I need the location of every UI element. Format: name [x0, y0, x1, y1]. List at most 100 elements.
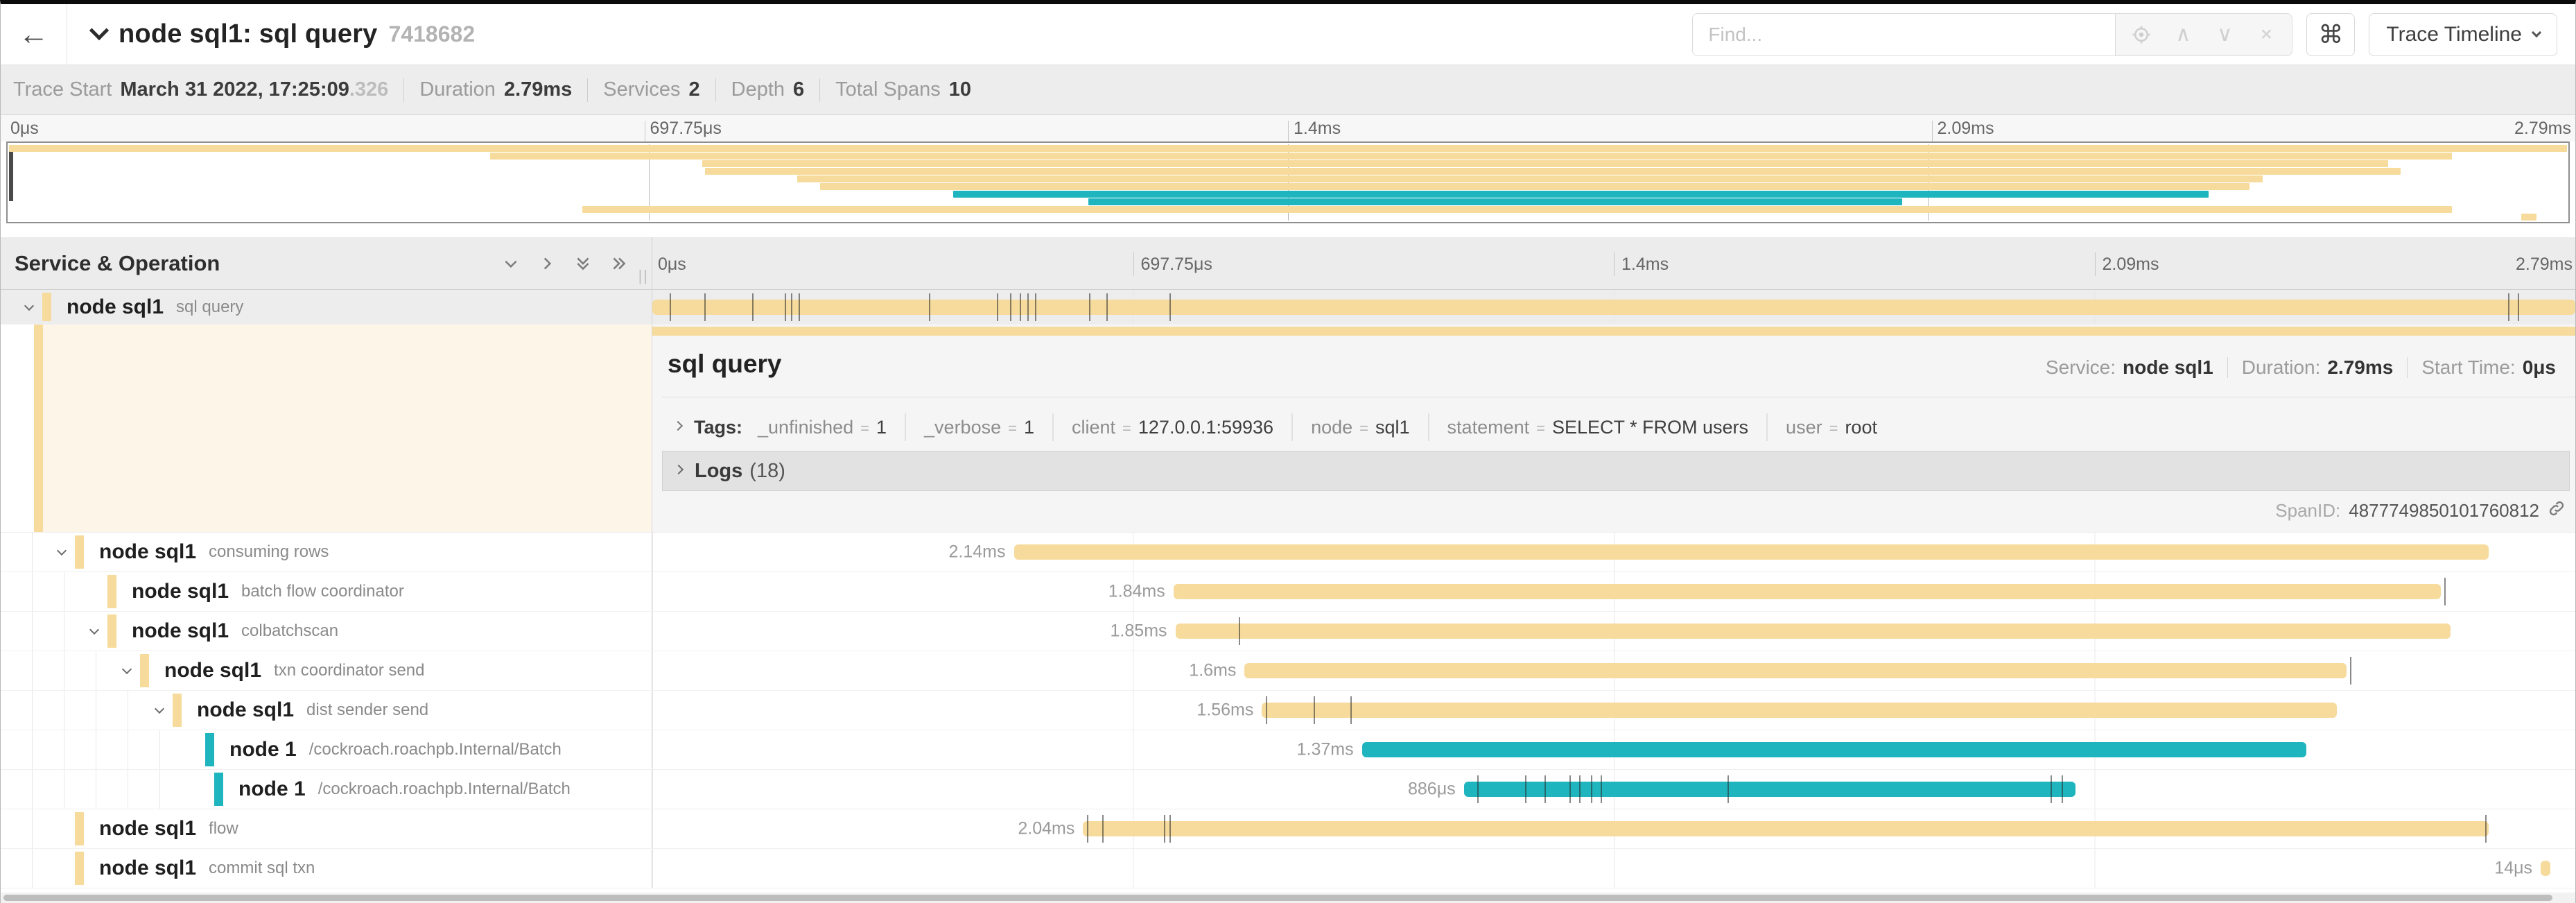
span-bar[interactable] — [1361, 742, 2306, 757]
span-name-cell[interactable]: node sql1 dist sender send — [1, 691, 652, 730]
back-button[interactable]: ← — [1, 4, 67, 64]
span-row-internal-batch-1[interactable]: node 1 /cockroach.roachpb.Internal/Batch… — [1, 730, 2575, 770]
minimap-span-bar — [489, 153, 2452, 160]
span-name-cell[interactable]: node 1 /cockroach.roachpb.Internal/Batch — [1, 730, 652, 769]
collapse-one-icon[interactable] — [502, 255, 520, 273]
minimap-span-bar — [702, 160, 2388, 167]
span-bar-cell[interactable]: 2.14ms — [652, 533, 2575, 571]
log-tick — [1727, 775, 1729, 803]
ruler-tick-label: 1.4ms — [1614, 252, 1669, 276]
log-tick — [752, 293, 754, 321]
span-name-cell[interactable]: node sql1 flow — [1, 809, 652, 848]
chevron-down-icon[interactable] — [16, 300, 42, 311]
service-color-accent — [75, 852, 84, 885]
span-name-cell[interactable]: node sql1 sql query — [1, 290, 652, 324]
operation-name: dist sender send — [306, 700, 429, 719]
minimap-drag-handle[interactable] — [9, 147, 13, 201]
span-bar-cell[interactable]: 2.04ms — [652, 809, 2575, 848]
chevron-down-icon[interactable] — [49, 545, 75, 556]
ruler-tick-label: 697.75μs — [1133, 252, 1212, 276]
locate-icon[interactable] — [2123, 19, 2160, 51]
log-tick — [1590, 775, 1592, 803]
span-bar[interactable] — [1013, 544, 2489, 560]
span-row-sql-query[interactable]: node sql1 sql query — [1, 290, 2575, 325]
logs-accordion[interactable]: Logs (18) — [662, 451, 2570, 491]
span-bar-cell[interactable]: 14μs — [652, 849, 2575, 888]
span-bar[interactable] — [1262, 703, 2337, 718]
collapse-trace-chevron-icon[interactable] — [89, 20, 110, 41]
span-bar[interactable] — [652, 299, 2575, 315]
span-row-commit-sql-txn[interactable]: node sql1 commit sql txn 14μs — [1, 849, 2575, 888]
minimap-canvas[interactable] — [9, 144, 2567, 221]
span-bar[interactable] — [1463, 782, 2075, 797]
chevron-down-icon[interactable] — [81, 624, 107, 635]
collapse-all-icon[interactable] — [574, 255, 592, 273]
ruler-tick-label: 1.4ms — [1294, 119, 1341, 138]
horizontal-scrollbar[interactable] — [1, 893, 2575, 903]
scrollbar-thumb[interactable] — [3, 895, 2552, 901]
span-row-txn-coordinator-send[interactable]: node sql1 txn coordinator send 1.6ms — [1, 651, 2575, 691]
find-input[interactable] — [1692, 12, 2116, 56]
span-row-flow[interactable]: node sql1 flow 2.04ms — [1, 809, 2575, 849]
timeline-minimap[interactable] — [6, 141, 2570, 223]
span-duration-label: 1.6ms — [1189, 660, 1237, 680]
expand-all-icon[interactable] — [610, 255, 628, 273]
span-bar-cell[interactable]: 1.37ms — [652, 730, 2575, 769]
find-prev-icon[interactable]: ∧ — [2175, 23, 2191, 46]
span-bar[interactable] — [1083, 821, 2489, 836]
detail-span-bar[interactable] — [652, 327, 2575, 336]
span-name-cell[interactable]: node 1 /cockroach.roachpb.Internal/Batch — [1, 770, 652, 809]
expand-one-icon[interactable] — [538, 255, 556, 273]
span-name-cell[interactable]: node sql1 batch flow coordinator — [1, 572, 652, 611]
operation-name: batch flow coordinator — [241, 582, 404, 601]
chevron-down-icon[interactable] — [146, 703, 173, 714]
span-rows: node sql1 sql query sql query Service: n… — [1, 290, 2575, 888]
operation-name: sql query — [176, 297, 244, 316]
ruler-tick-label: 2.09ms — [1937, 119, 1994, 138]
span-bar[interactable] — [2541, 861, 2550, 876]
span-row-batch-flow-coordinator[interactable]: node sql1 batch flow coordinator 1.84ms — [1, 572, 2575, 612]
span-row-colbatchscan[interactable]: node sql1 colbatchscan 1.85ms — [1, 612, 2575, 651]
trace-total-spans: Total Spans 10 — [835, 78, 971, 101]
span-row-dist-sender-send[interactable]: node sql1 dist sender send 1.56ms — [1, 691, 2575, 730]
keyboard-shortcuts-button[interactable]: ⌘ — [2306, 12, 2356, 56]
service-color-accent — [107, 575, 116, 608]
service-color-accent — [34, 325, 43, 532]
span-row-internal-batch-2[interactable]: node 1 /cockroach.roachpb.Internal/Batch… — [1, 770, 2575, 809]
find-clear-icon[interactable]: × — [2260, 22, 2273, 46]
span-duration-label: 1.37ms — [1296, 739, 1354, 759]
span-bar-cell[interactable]: 1.85ms — [652, 612, 2575, 651]
span-bar[interactable] — [1173, 584, 2441, 599]
tags-accordion[interactable]: Tags: _unfinished1 _verbose1 client127.0… — [662, 409, 2570, 445]
span-name-cell[interactable]: node sql1 commit sql txn — [1, 849, 652, 888]
log-tick — [1035, 293, 1037, 321]
find-tools: ∧ ∨ × — [2115, 12, 2293, 56]
span-bar[interactable] — [1175, 624, 2451, 639]
span-bar-cell[interactable]: 1.84ms — [652, 572, 2575, 611]
span-name-cell[interactable]: node sql1 consuming rows — [1, 533, 652, 571]
service-name: node sql1 — [99, 817, 197, 840]
span-bar[interactable] — [1244, 663, 2347, 678]
span-row-consuming-rows[interactable]: node sql1 consuming rows 2.14ms — [1, 533, 2575, 572]
span-bar-cell[interactable]: 1.6ms — [652, 651, 2575, 690]
span-duration-label: 886μs — [1408, 779, 1456, 799]
link-icon[interactable] — [2548, 499, 2566, 522]
log-tick — [669, 293, 671, 321]
ruler-tick-label: 697.75μs — [650, 119, 722, 138]
chevron-down-icon[interactable] — [114, 664, 140, 675]
span-duration-label: 2.14ms — [948, 542, 1006, 562]
span-name-cell[interactable]: node sql1 colbatchscan — [1, 612, 652, 651]
span-bar-cell[interactable]: 886μs — [652, 770, 2575, 809]
column-resizer-handle[interactable]: || — [638, 267, 649, 284]
tag-item: client127.0.0.1:59936 — [1052, 413, 1291, 441]
log-tick — [2484, 815, 2487, 843]
trace-view-selector-button[interactable]: Trace Timeline — [2369, 12, 2557, 56]
find-next-icon[interactable]: ∨ — [2217, 23, 2233, 46]
span-bar-cell[interactable] — [652, 290, 2575, 324]
trace-id: 7418682 — [388, 22, 476, 46]
span-name-cell[interactable]: node sql1 txn coordinator send — [1, 651, 652, 690]
span-duration-label: 1.56ms — [1196, 700, 1254, 720]
span-bar-cell[interactable]: 1.56ms — [652, 691, 2575, 730]
tags-label: Tags: — [694, 416, 743, 438]
